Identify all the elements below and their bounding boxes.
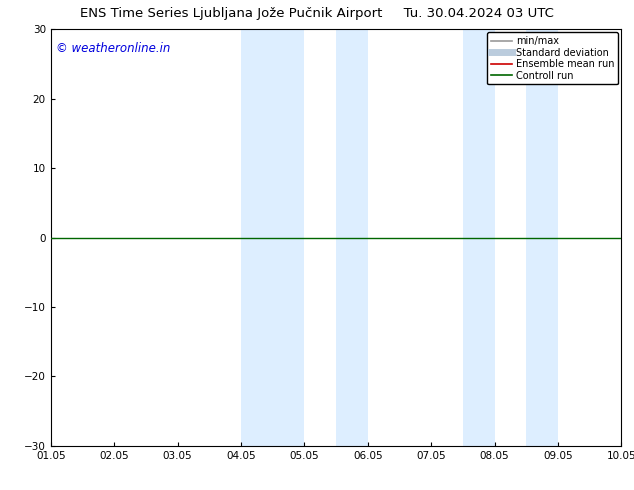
- Bar: [241, 29, 304, 446]
- Bar: [336, 29, 368, 446]
- Bar: [463, 29, 495, 446]
- Text: © weatheronline.in: © weatheronline.in: [56, 42, 171, 55]
- Text: ENS Time Series Ljubljana Jože Pučnik Airport     Tu. 30.04.2024 03 UTC: ENS Time Series Ljubljana Jože Pučnik Ai…: [80, 7, 554, 21]
- Legend: min/max, Standard deviation, Ensemble mean run, Controll run: min/max, Standard deviation, Ensemble me…: [487, 32, 618, 84]
- Bar: [526, 29, 558, 446]
